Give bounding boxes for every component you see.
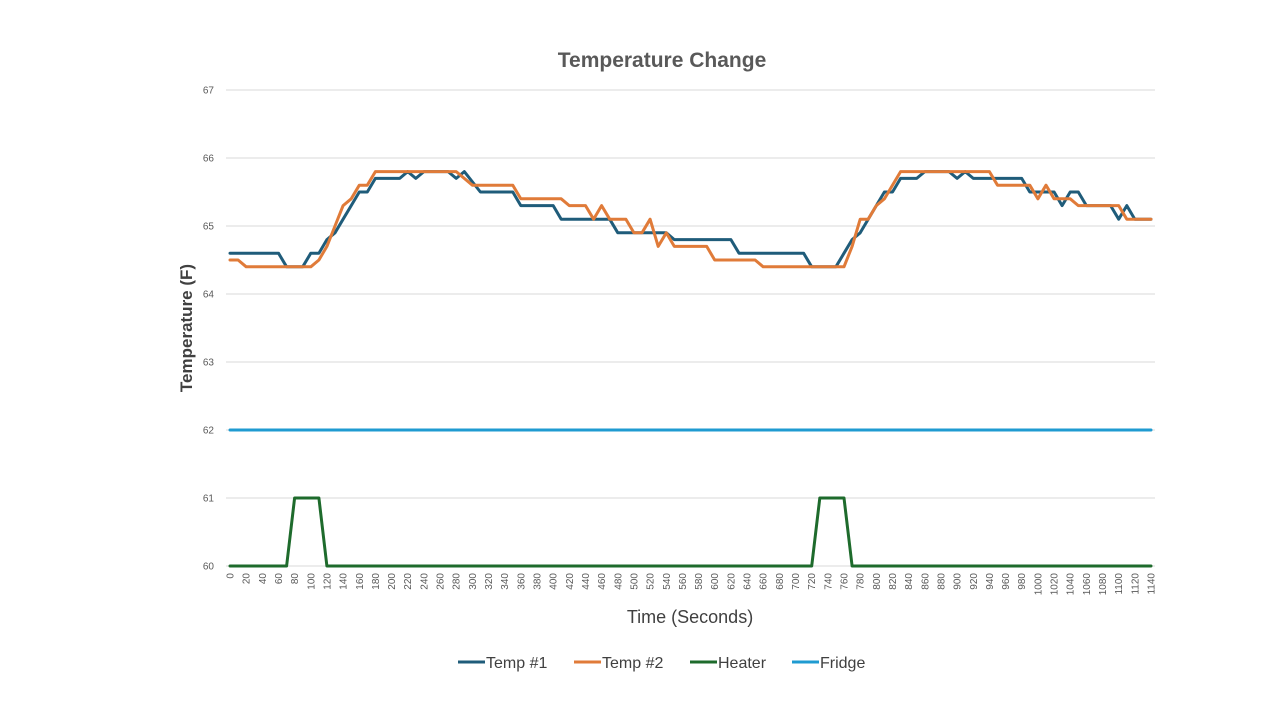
x-tick-label: 1140 — [1147, 573, 1158, 595]
x-tick-label: 200 — [387, 573, 398, 590]
x-tick-label: 660 — [759, 573, 770, 590]
x-tick-label: 360 — [516, 573, 527, 590]
x-tick-label: 60 — [274, 573, 285, 585]
x-tick-label: 100 — [306, 573, 317, 590]
x-tick-label: 320 — [484, 573, 495, 590]
x-tick-label: 780 — [856, 573, 867, 590]
x-tick-label: 460 — [597, 573, 608, 590]
legend-label-fridge: Fridge — [820, 655, 865, 672]
x-tick-label: 520 — [646, 573, 657, 590]
x-tick-label: 340 — [500, 573, 511, 590]
x-tick-label: 40 — [258, 573, 269, 585]
y-axis-label: Temperature (F) — [177, 264, 196, 392]
x-tick-label: 120 — [322, 573, 333, 590]
x-tick-label: 0 — [226, 573, 237, 579]
x-tick-label: 440 — [581, 573, 592, 590]
y-tick-label: 66 — [203, 154, 215, 165]
x-axis-ticks: 0 20 40 60 80 100 120 140 160 180 200 220 240 260 280 3… — [226, 573, 1158, 596]
y-tick-label: 60 — [203, 562, 215, 573]
x-tick-label: 720 — [807, 573, 818, 590]
x-tick-label: 220 — [403, 573, 414, 590]
y-tick-label: 61 — [203, 494, 215, 505]
x-tick-label: 1000 — [1033, 573, 1044, 596]
x-tick-label: 800 — [872, 573, 883, 590]
x-tick-label: 860 — [920, 573, 931, 590]
series-line-temp-2 — [228, 170, 1153, 269]
x-tick-label: 740 — [823, 573, 834, 590]
x-tick-label: 980 — [1017, 573, 1028, 590]
x-tick-label: 1060 — [1082, 573, 1093, 596]
x-tick-label: 500 — [629, 573, 640, 590]
x-tick-label: 920 — [969, 573, 980, 590]
x-tick-label: 1120 — [1130, 573, 1141, 595]
x-tick-label: 640 — [743, 573, 754, 590]
x-tick-label: 280 — [452, 573, 463, 590]
x-tick-label: 1020 — [1050, 573, 1061, 596]
x-tick-label: 540 — [662, 573, 673, 590]
y-tick-label: 63 — [203, 358, 215, 369]
series-lines — [228, 170, 1153, 568]
x-tick-label: 760 — [840, 573, 851, 590]
series-line-temp-1 — [228, 170, 1153, 269]
x-tick-label: 380 — [533, 573, 544, 590]
x-tick-label: 1100 — [1114, 573, 1125, 595]
x-tick-label: 880 — [936, 573, 947, 590]
x-tick-label: 900 — [953, 573, 964, 590]
gridlines — [226, 89, 1155, 567]
x-tick-label: 400 — [549, 573, 560, 590]
y-tick-label: 67 — [203, 86, 215, 97]
legend: Temp #1 Temp #2 Heater Fridge — [458, 655, 865, 672]
y-tick-label: 62 — [203, 426, 215, 437]
y-axis-ticks: 60 61 62 63 64 65 66 67 — [203, 86, 215, 573]
legend-label-temp-1: Temp #1 — [486, 655, 547, 672]
y-tick-label: 64 — [203, 290, 215, 301]
x-tick-label: 160 — [355, 573, 366, 590]
x-tick-label: 560 — [678, 573, 689, 590]
x-tick-label: 20 — [242, 573, 253, 585]
x-tick-label: 180 — [371, 573, 382, 590]
x-tick-label: 620 — [726, 573, 737, 590]
x-tick-label: 580 — [694, 573, 705, 590]
x-tick-label: 1040 — [1066, 573, 1077, 596]
x-tick-label: 420 — [565, 573, 576, 590]
x-tick-label: 940 — [985, 573, 996, 590]
x-tick-label: 840 — [904, 573, 915, 590]
x-tick-label: 600 — [710, 573, 721, 590]
x-tick-label: 820 — [888, 573, 899, 590]
x-tick-label: 1080 — [1098, 573, 1109, 596]
x-tick-label: 80 — [290, 573, 301, 585]
x-tick-label: 680 — [775, 573, 786, 590]
x-tick-label: 960 — [1001, 573, 1012, 590]
x-tick-label: 260 — [436, 573, 447, 590]
legend-label-temp-2: Temp #2 — [602, 655, 663, 672]
x-tick-label: 240 — [419, 573, 430, 590]
x-tick-label: 480 — [613, 573, 624, 590]
legend-label-heater: Heater — [718, 655, 767, 672]
x-tick-label: 140 — [339, 573, 350, 590]
x-tick-label: 300 — [468, 573, 479, 590]
x-axis-label: Time (Seconds) — [627, 607, 753, 627]
x-tick-label: 700 — [791, 573, 802, 590]
chart-title: Temperature Change — [558, 49, 767, 72]
y-tick-label: 65 — [203, 222, 215, 233]
series-line-heater — [228, 496, 1153, 568]
